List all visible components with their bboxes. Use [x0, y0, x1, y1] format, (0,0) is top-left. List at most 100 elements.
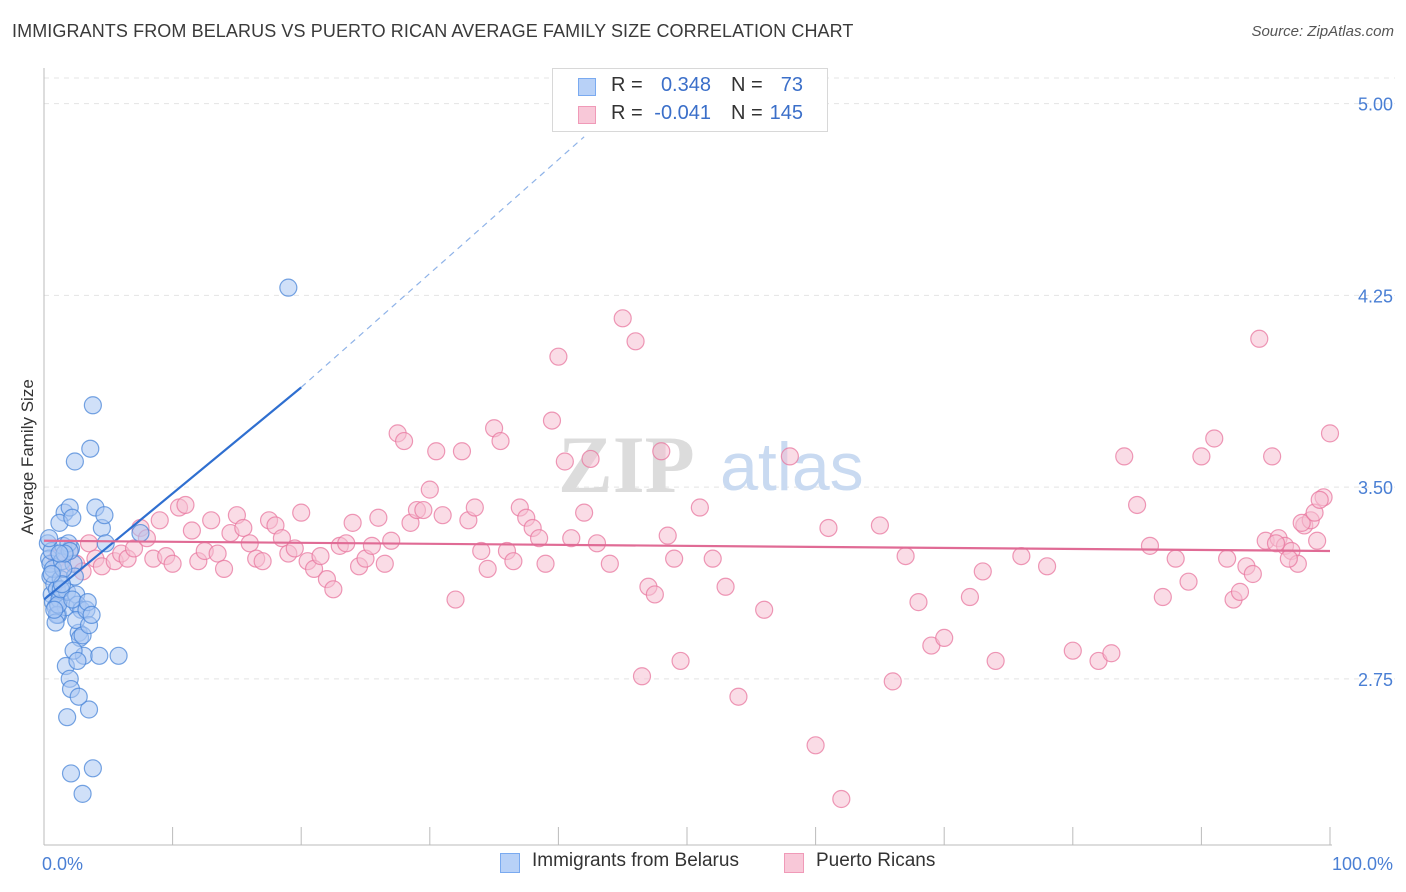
puerto-ricans-point	[343, 513, 362, 532]
puerto-ricans-point	[671, 651, 690, 671]
puerto-ricans-point	[896, 546, 915, 566]
puerto-ricans-point	[1230, 582, 1250, 601]
y-tick-label: 3.50	[1358, 478, 1393, 498]
puerto-ricans-point	[645, 585, 664, 604]
legend-swatch-puerto-ricans	[784, 853, 804, 873]
puerto-ricans-point	[414, 500, 433, 520]
puerto-ricans-point	[716, 577, 735, 596]
belarus-point	[81, 439, 100, 458]
puerto-ricans-point	[600, 554, 619, 573]
puerto-ricans-point	[1250, 329, 1269, 348]
belarus-point	[58, 708, 77, 727]
puerto-ricans-point	[542, 411, 562, 430]
puerto-ricans-point	[369, 508, 388, 527]
puerto-ricans-point	[452, 442, 472, 461]
stats-row-belarus: R = 0.348 N = 73	[553, 73, 827, 101]
puerto-ricans-point	[427, 442, 446, 461]
trend-lines	[43, 136, 1331, 601]
puerto-ricans-point	[587, 534, 607, 553]
puerto-ricans-point	[536, 554, 555, 573]
puerto-ricans-point	[362, 536, 382, 555]
puerto-ricans-point	[150, 511, 169, 530]
belarus-point	[82, 605, 101, 625]
belarus-point	[68, 651, 87, 671]
puerto-ricans-point	[549, 347, 568, 366]
belarus-point	[90, 646, 109, 665]
belarus-point	[63, 508, 82, 527]
puerto-ricans-point	[472, 541, 491, 561]
watermark: ZIP atlas	[558, 419, 864, 510]
puerto-ricans-point	[613, 309, 632, 328]
puerto-ricans-point	[382, 531, 401, 550]
puerto-ricans-point	[883, 672, 902, 691]
puerto-ricans-point	[163, 554, 182, 573]
puerto-ricans-point	[79, 534, 99, 553]
puerto-ricans-point	[935, 628, 954, 648]
puerto-ricans-point	[1205, 429, 1224, 448]
puerto-ricans-point	[214, 559, 234, 578]
r-label: R =	[611, 102, 643, 124]
puerto-ricans-point	[1218, 549, 1237, 568]
chart-title: IMMIGRANTS FROM BELARUS VS PUERTO RICAN …	[12, 21, 854, 41]
puerto-ricans-point	[1037, 557, 1057, 576]
puerto-ricans-point	[729, 687, 748, 706]
puerto-ricans-point	[652, 442, 671, 461]
belarus-point	[95, 506, 114, 525]
belarus-point	[73, 784, 92, 803]
puerto-ricans-points	[47, 309, 1340, 809]
puerto-ricans-point	[703, 549, 722, 568]
n-value: 145	[769, 102, 803, 124]
r-label: R =	[611, 74, 643, 96]
legend-swatch-belarus	[500, 853, 520, 873]
puerto-ricans-point	[292, 503, 311, 522]
puerto-ricans-point	[491, 431, 510, 451]
puerto-ricans-point	[1127, 495, 1147, 515]
belarus-point	[109, 646, 128, 665]
puerto-ricans-point	[1140, 536, 1160, 555]
puerto-ricans-point	[285, 539, 304, 558]
y-tick-label: 5.00	[1358, 95, 1393, 115]
puerto-ricans-swatch	[578, 106, 596, 124]
puerto-ricans-point	[124, 539, 144, 558]
puerto-ricans-point	[832, 789, 851, 809]
belarus-trend-line	[43, 386, 302, 601]
puerto-ricans-point	[632, 667, 652, 686]
puerto-ricans-point	[819, 518, 838, 538]
puerto-ricans-point	[375, 554, 394, 573]
puerto-ricans-point	[1310, 490, 1329, 509]
puerto-ricans-point	[234, 518, 253, 538]
r-value: 0.348	[660, 74, 711, 96]
belarus-point	[69, 687, 88, 706]
puerto-ricans-point	[208, 544, 227, 563]
belarus-point	[42, 564, 61, 584]
puerto-ricans-point	[1192, 447, 1211, 466]
puerto-ricans-point	[1266, 534, 1286, 553]
puerto-ricans-point	[504, 552, 523, 571]
belarus-point	[131, 523, 150, 543]
puerto-ricans-point	[1279, 549, 1298, 568]
legend-label-puerto-ricans: Puerto Ricans	[816, 850, 936, 871]
belarus-point	[96, 534, 115, 553]
belarus-point	[79, 700, 99, 719]
puerto-ricans-point	[690, 498, 709, 517]
puerto-ricans-point	[755, 600, 774, 619]
puerto-ricans-point	[581, 449, 600, 469]
puerto-ricans-point	[986, 651, 1005, 671]
belarus-point	[63, 590, 82, 609]
puerto-ricans-point	[1292, 513, 1311, 532]
puerto-ricans-point	[1320, 424, 1340, 443]
belarus-point	[40, 529, 59, 548]
stats-box: R = 0.348 N = 73 R = -0.041 N = 145	[552, 68, 828, 132]
y-tick-labels: 2.75 3.50 4.25 5.00	[1358, 95, 1393, 690]
puerto-ricans-point	[1308, 531, 1327, 550]
puerto-ricans-point	[394, 431, 414, 451]
puerto-ricans-point	[324, 580, 343, 599]
puerto-ricans-point	[665, 549, 684, 568]
belarus-point	[83, 396, 102, 415]
puerto-ricans-point	[253, 552, 272, 571]
watermark-atlas: atlas	[720, 429, 864, 505]
x-tick-labels: 0.0% 100.0%	[42, 854, 1393, 874]
puerto-ricans-point	[465, 498, 484, 517]
n-label: N =	[731, 102, 763, 124]
